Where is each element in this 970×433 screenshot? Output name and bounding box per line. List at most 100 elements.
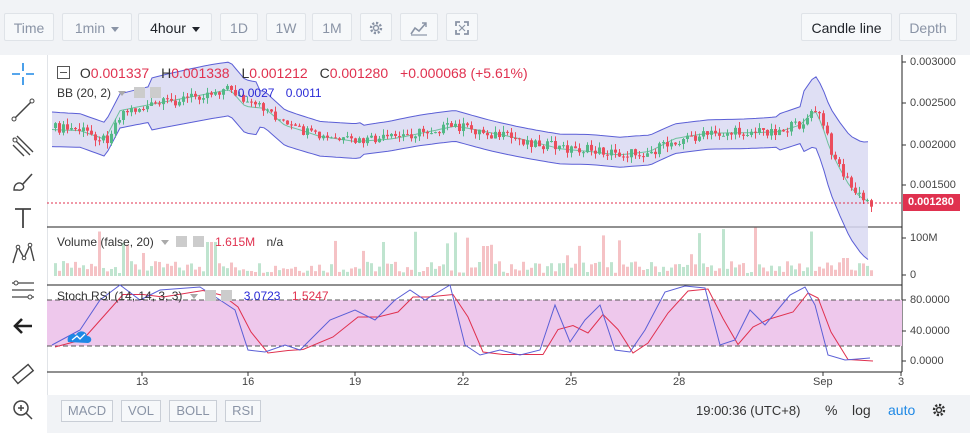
volume-bar [702, 263, 705, 276]
volume-bar [586, 272, 589, 276]
interval-dropdown[interactable]: 1min [62, 13, 132, 41]
candle-body [202, 98, 205, 100]
volume-bar [382, 241, 385, 276]
macd-button[interactable]: MACD [61, 400, 113, 422]
volume-bar [246, 270, 249, 276]
volume-legend: Volume (false, 20) 1.615M n/a [57, 235, 283, 249]
ruler-icon[interactable] [10, 361, 36, 387]
gear-icon[interactable] [176, 236, 188, 247]
brush-icon[interactable] [10, 169, 36, 195]
gear-icon[interactable] [205, 290, 217, 301]
volume-value: 1.615M [215, 235, 256, 249]
volume-bar [554, 271, 557, 276]
candle-body [182, 96, 185, 102]
close-icon[interactable] [192, 236, 204, 247]
candle-body [582, 152, 585, 154]
vol-button[interactable]: VOL [121, 400, 161, 422]
arrow-left-icon[interactable] [10, 313, 36, 339]
logo-cloud-check [71, 333, 86, 341]
crosshair-icon[interactable] [10, 61, 36, 87]
candle-body [854, 187, 857, 193]
pattern-icon[interactable] [10, 241, 36, 267]
gear-icon[interactable] [133, 87, 145, 98]
candle-body [494, 131, 497, 139]
candle-body [570, 146, 573, 153]
candle-body [842, 164, 845, 177]
volume-bar [738, 264, 741, 276]
boll-button[interactable]: BOLL [169, 400, 217, 422]
volume-bar [138, 269, 141, 276]
depth-button[interactable]: Depth [899, 13, 957, 41]
text-tool-icon[interactable] [10, 205, 36, 231]
collapse-toggle-icon[interactable] [57, 66, 70, 79]
candle-body [378, 138, 381, 143]
volume-bar [562, 263, 565, 276]
range-1m-button[interactable]: 1M [312, 13, 352, 41]
chevron-down-icon[interactable] [118, 91, 127, 97]
volume-bar [770, 265, 773, 276]
candle-body [278, 119, 281, 121]
volume-bar [154, 261, 157, 276]
candle-body [638, 155, 641, 157]
close-icon[interactable] [150, 87, 162, 98]
candle-body [442, 124, 445, 134]
volume-bar [630, 262, 633, 276]
pitchfork-icon[interactable] [10, 133, 36, 159]
candle-body [222, 89, 225, 95]
volume-bar [534, 263, 537, 276]
volume-bar [410, 269, 413, 276]
range-1d-button[interactable]: 1D [220, 13, 258, 41]
period-dropdown[interactable]: 4hour [138, 13, 212, 41]
volume-bar [462, 272, 465, 276]
percent-toggle[interactable]: % [825, 402, 838, 418]
candle-body [58, 123, 61, 133]
auto-toggle[interactable]: auto [888, 402, 916, 418]
candle-body [350, 136, 353, 139]
fullscreen-button[interactable] [446, 13, 478, 41]
volume-bar [326, 272, 329, 276]
volume-bar [294, 266, 297, 276]
candle-body [690, 135, 693, 137]
close-icon[interactable] [221, 290, 233, 301]
candle-body [782, 129, 785, 132]
candle-body [642, 156, 645, 158]
fib-retracement-icon[interactable] [10, 277, 36, 303]
candle-body [506, 131, 509, 133]
zoom-in-icon[interactable] [10, 397, 36, 423]
candle-body [106, 135, 109, 144]
candle-body [274, 111, 277, 120]
ohlc-high-label: H [161, 65, 172, 81]
trend-line-icon[interactable] [10, 97, 36, 123]
volume-bar [394, 261, 397, 276]
candle-body [138, 108, 141, 112]
gear-icon[interactable] [931, 402, 947, 418]
candle-body [74, 128, 77, 130]
volume-bar [114, 267, 117, 276]
candle-body [434, 132, 437, 134]
time-button[interactable]: Time [4, 13, 54, 41]
chevron-down-icon[interactable] [161, 240, 170, 246]
candle-body [154, 102, 157, 104]
volume-bar [306, 270, 309, 276]
candle-body [794, 121, 797, 123]
volume-bar [226, 268, 229, 276]
volume-bar [146, 270, 149, 276]
volume-bar [622, 264, 625, 276]
candle-body [530, 140, 533, 147]
volume-bar [94, 266, 97, 276]
candle-body [730, 133, 733, 135]
range-1w-button[interactable]: 1W [266, 13, 306, 41]
log-toggle[interactable]: log [852, 402, 871, 418]
volume-bar [158, 261, 161, 276]
rsi-button[interactable]: RSI [225, 400, 261, 422]
volume-bar [510, 264, 513, 276]
current-price-label-bg [903, 194, 960, 211]
candle-body [686, 135, 689, 140]
indicators-button[interactable] [400, 13, 438, 41]
candle-line-button[interactable]: Candle line [801, 13, 892, 41]
settings-button[interactable] [360, 13, 392, 41]
chevron-down-icon[interactable] [189, 294, 198, 300]
volume-bar [338, 271, 341, 276]
volume-bar [710, 265, 713, 276]
